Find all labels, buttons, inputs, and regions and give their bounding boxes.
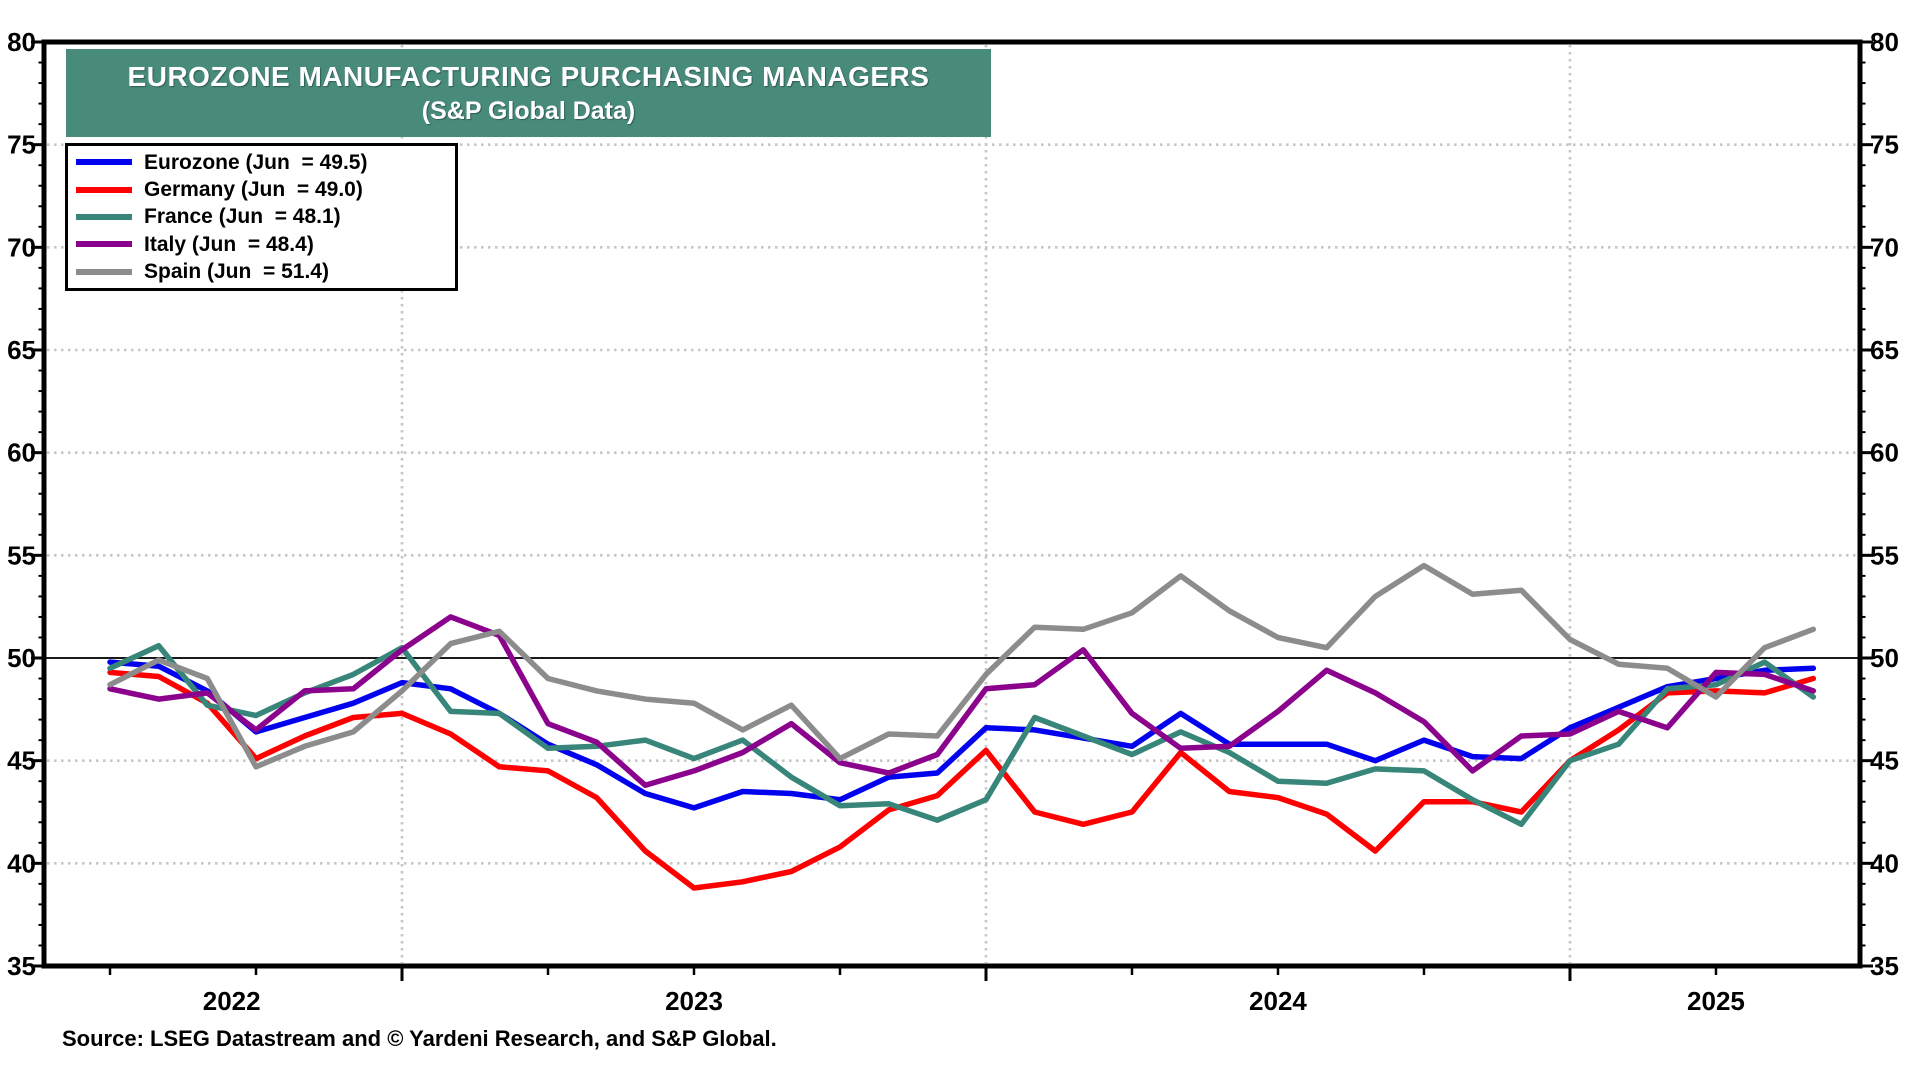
y-axis-label-right-75: 75: [1870, 130, 1899, 160]
legend-item-germany: Germany (Jun = 49.0): [76, 177, 455, 203]
y-axis-label-right-80: 80: [1870, 27, 1899, 57]
y-axis-label-right-35: 35: [1870, 951, 1899, 981]
legend-label-italy: Italy (Jun = 48.4): [144, 232, 314, 256]
y-axis-label-left-60: 60: [7, 438, 36, 468]
series-line-france: [107, 642, 1817, 828]
plot-border: [41, 39, 1863, 969]
spain-line-swatch: [76, 268, 132, 275]
chart-title-box: EUROZONE MANUFACTURING PURCHASING MANAGE…: [66, 49, 991, 137]
y-axis-label-left-35: 35: [7, 951, 36, 981]
series-line-italy: [107, 614, 1817, 789]
y-axis-label-left-50: 50: [7, 643, 36, 673]
legend-item-eurozone: Eurozone (Jun = 49.5): [76, 149, 455, 175]
legend: Eurozone (Jun = 49.5) Germany (Jun = 49.…: [65, 143, 458, 291]
y-axis-label-right-70: 70: [1870, 232, 1899, 262]
legend-item-france: France (Jun = 48.1): [76, 204, 455, 230]
chart-title: EUROZONE MANUFACTURING PURCHASING MANAGE…: [127, 60, 930, 92]
y-axis-label-left-45: 45: [7, 746, 36, 776]
x-axis-label-2022: 2022: [203, 986, 261, 1016]
series-line-germany: [107, 669, 1817, 891]
series-line-spain: [107, 562, 1817, 770]
y-axis-label-left-40: 40: [7, 848, 36, 878]
eurozone-line-swatch: [76, 159, 132, 166]
y-axis-label-left-75: 75: [7, 130, 36, 160]
x-axis-label-2025: 2025: [1687, 986, 1745, 1016]
legend-item-italy: Italy (Jun = 48.4): [76, 231, 455, 257]
chart-subtitle: (S&P Global Data): [421, 96, 636, 125]
x-axis-label-2023: 2023: [665, 986, 723, 1016]
legend-label-germany: Germany (Jun = 49.0): [144, 178, 363, 202]
y-axis-label-right-65: 65: [1870, 335, 1899, 365]
legend-label-spain: Spain (Jun = 51.4): [144, 260, 329, 284]
italy-line-swatch: [76, 241, 132, 248]
series-line-eurozone: [107, 659, 1817, 811]
germany-line-swatch: [76, 186, 132, 193]
y-axis-label-right-50: 50: [1870, 643, 1899, 673]
y-axis-label-left-70: 70: [7, 232, 36, 262]
y-axis-label-right-40: 40: [1870, 848, 1899, 878]
y-axis-label-left-55: 55: [7, 540, 36, 570]
y-axis-label-left-65: 65: [7, 335, 36, 365]
source-credit: Source: LSEG Datastream and © Yardeni Re…: [62, 1026, 777, 1051]
y-axis-label-left-80: 80: [7, 27, 36, 57]
y-axis-label-right-55: 55: [1870, 540, 1899, 570]
legend-label-france: France (Jun = 48.1): [144, 205, 341, 229]
x-axis-label-2024: 2024: [1249, 986, 1307, 1016]
y-axis-label-right-60: 60: [1870, 438, 1899, 468]
legend-item-spain: Spain (Jun = 51.4): [76, 259, 455, 285]
france-line-swatch: [76, 213, 132, 220]
y-axis-label-right-45: 45: [1870, 746, 1899, 776]
legend-label-eurozone: Eurozone (Jun = 49.5): [144, 150, 368, 174]
